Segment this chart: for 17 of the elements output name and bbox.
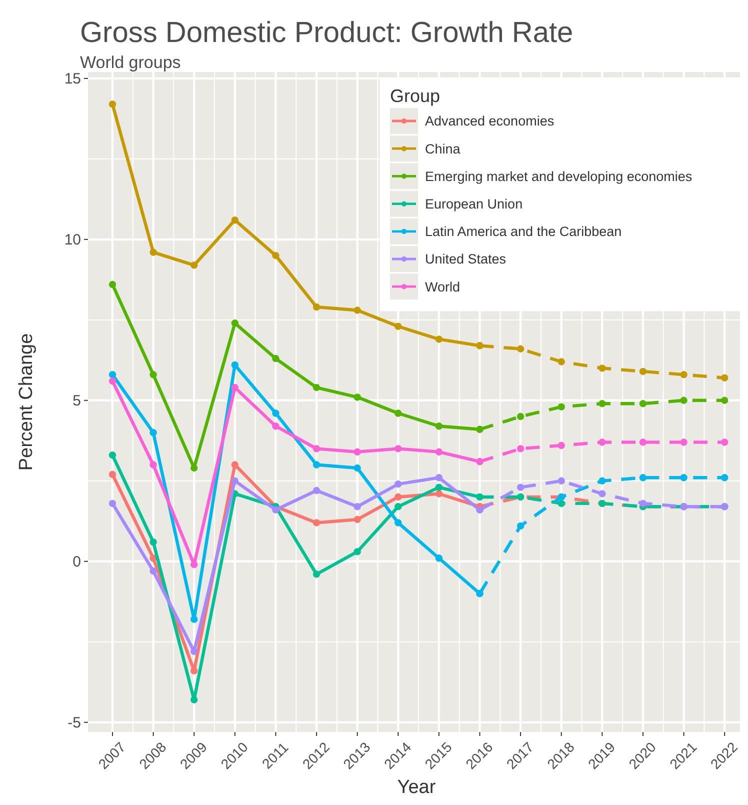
y-tick-label: 15 <box>64 70 81 88</box>
y-tick-label: 10 <box>64 232 81 249</box>
y-tick-label: 0 <box>72 554 81 571</box>
legend-label: China <box>425 141 461 156</box>
y-tick-label: 5 <box>72 392 81 410</box>
chart-subtitle: World groups <box>80 53 181 72</box>
legend-label: Emerging market and developing economies <box>425 168 692 184</box>
y-axis-title: Percent Change <box>16 333 37 471</box>
legend-label: European Union <box>425 196 523 212</box>
chart-title: Gross Domestic Product: Growth Rate <box>80 17 574 49</box>
x-axis-title: Year <box>397 777 436 798</box>
legend-label: Latin America and the Caribbean <box>425 224 622 240</box>
legend-label: World <box>425 279 460 294</box>
legend-label: Advanced economies <box>425 114 554 129</box>
legend-label: United States <box>425 252 506 267</box>
legend-title: Group <box>390 86 440 106</box>
y-tick-label: -5 <box>68 714 81 732</box>
